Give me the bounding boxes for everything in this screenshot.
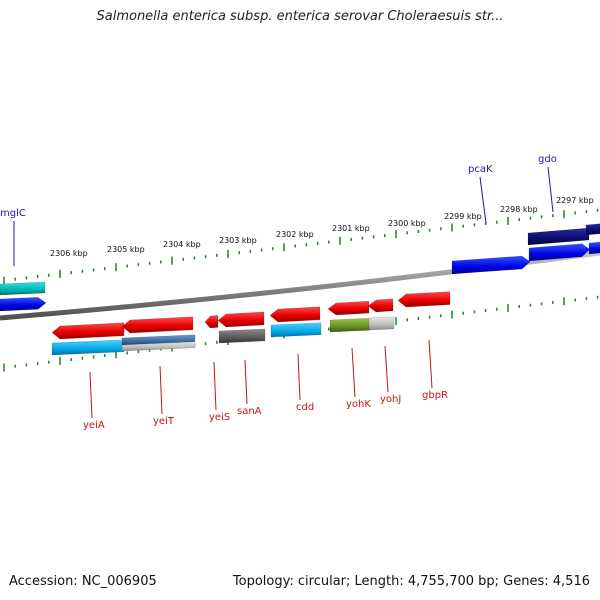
leader-line [547,166,554,213]
gene-features [0,223,600,356]
leader-line [244,359,248,405]
feature-block [368,316,395,331]
map-title: Salmonella enterica subsp. enterica sero… [96,9,504,24]
leader-line [89,371,93,419]
feature-arrow [204,315,219,329]
feature-block [585,223,600,236]
gene-label: mglC [0,208,26,219]
feature-arrow [451,255,531,275]
gene-label: yeiS [209,412,230,423]
genome-summary-text: Topology: circular; Length: 4,755,700 bp… [232,574,590,589]
ruler-label: 2305 kbp [107,245,145,254]
ruler-labels: 2306 kbp 2305 kbp 2304 kbp 2303 kbp 2302 kbp… [50,196,594,258]
ruler-label: 2301 kbp [332,224,370,233]
label-leader-lines [13,166,554,419]
feature-arrow [121,316,194,334]
leader-line [351,347,356,398]
feature-arrow [397,291,451,308]
leader-line [159,365,163,415]
gene-label: yeiA [83,420,105,431]
ruler-label: 2302 kbp [276,230,314,239]
gene-label: pcaK [468,164,493,175]
leader-line [479,176,487,224]
feature-arrow [327,300,370,316]
feature-arrow [269,306,321,323]
ruler-label: 2303 kbp [219,236,257,245]
feature-arrow [51,322,125,340]
feature-arrow [0,297,47,312]
gene-label: sanA [237,406,262,417]
feature-block [270,322,322,338]
gene-label: cdd [296,402,314,413]
feature-block [218,328,266,344]
feature-block [527,227,590,246]
ruler-label: 2304 kbp [163,240,201,249]
feature-block [121,341,196,352]
feature-block [51,339,125,356]
leader-line [213,361,217,411]
feature-block [588,241,600,255]
ruler-label: 2300 kbp [388,219,426,228]
leader-line [428,339,433,389]
gene-label: gbpR [422,390,448,401]
feature-block [329,317,371,333]
gene-labels: mglC pcaK gdo yeiA yeiT yeiS sanA cdd yohK yohJ gb… [0,154,557,431]
feature-arrow [217,311,265,328]
feature-arrow [367,298,394,313]
feature-arrow [528,243,591,262]
ruler-label: 2297 kbp [556,196,594,205]
gene-label: yohJ [380,394,401,405]
ruler-label: 2306 kbp [50,249,88,258]
gene-label: gdo [538,154,557,165]
leader-line [384,345,389,393]
accession-text: Accession: NC_006905 [9,574,157,589]
feature-block [0,281,46,296]
ruler-label: 2299 kbp [444,212,482,221]
ruler-label: 2298 kbp [500,205,538,214]
ruler-ticks-outer [3,208,599,285]
gene-label: yohK [346,399,371,410]
leader-line [297,353,301,401]
gene-label: yeiT [153,416,175,427]
